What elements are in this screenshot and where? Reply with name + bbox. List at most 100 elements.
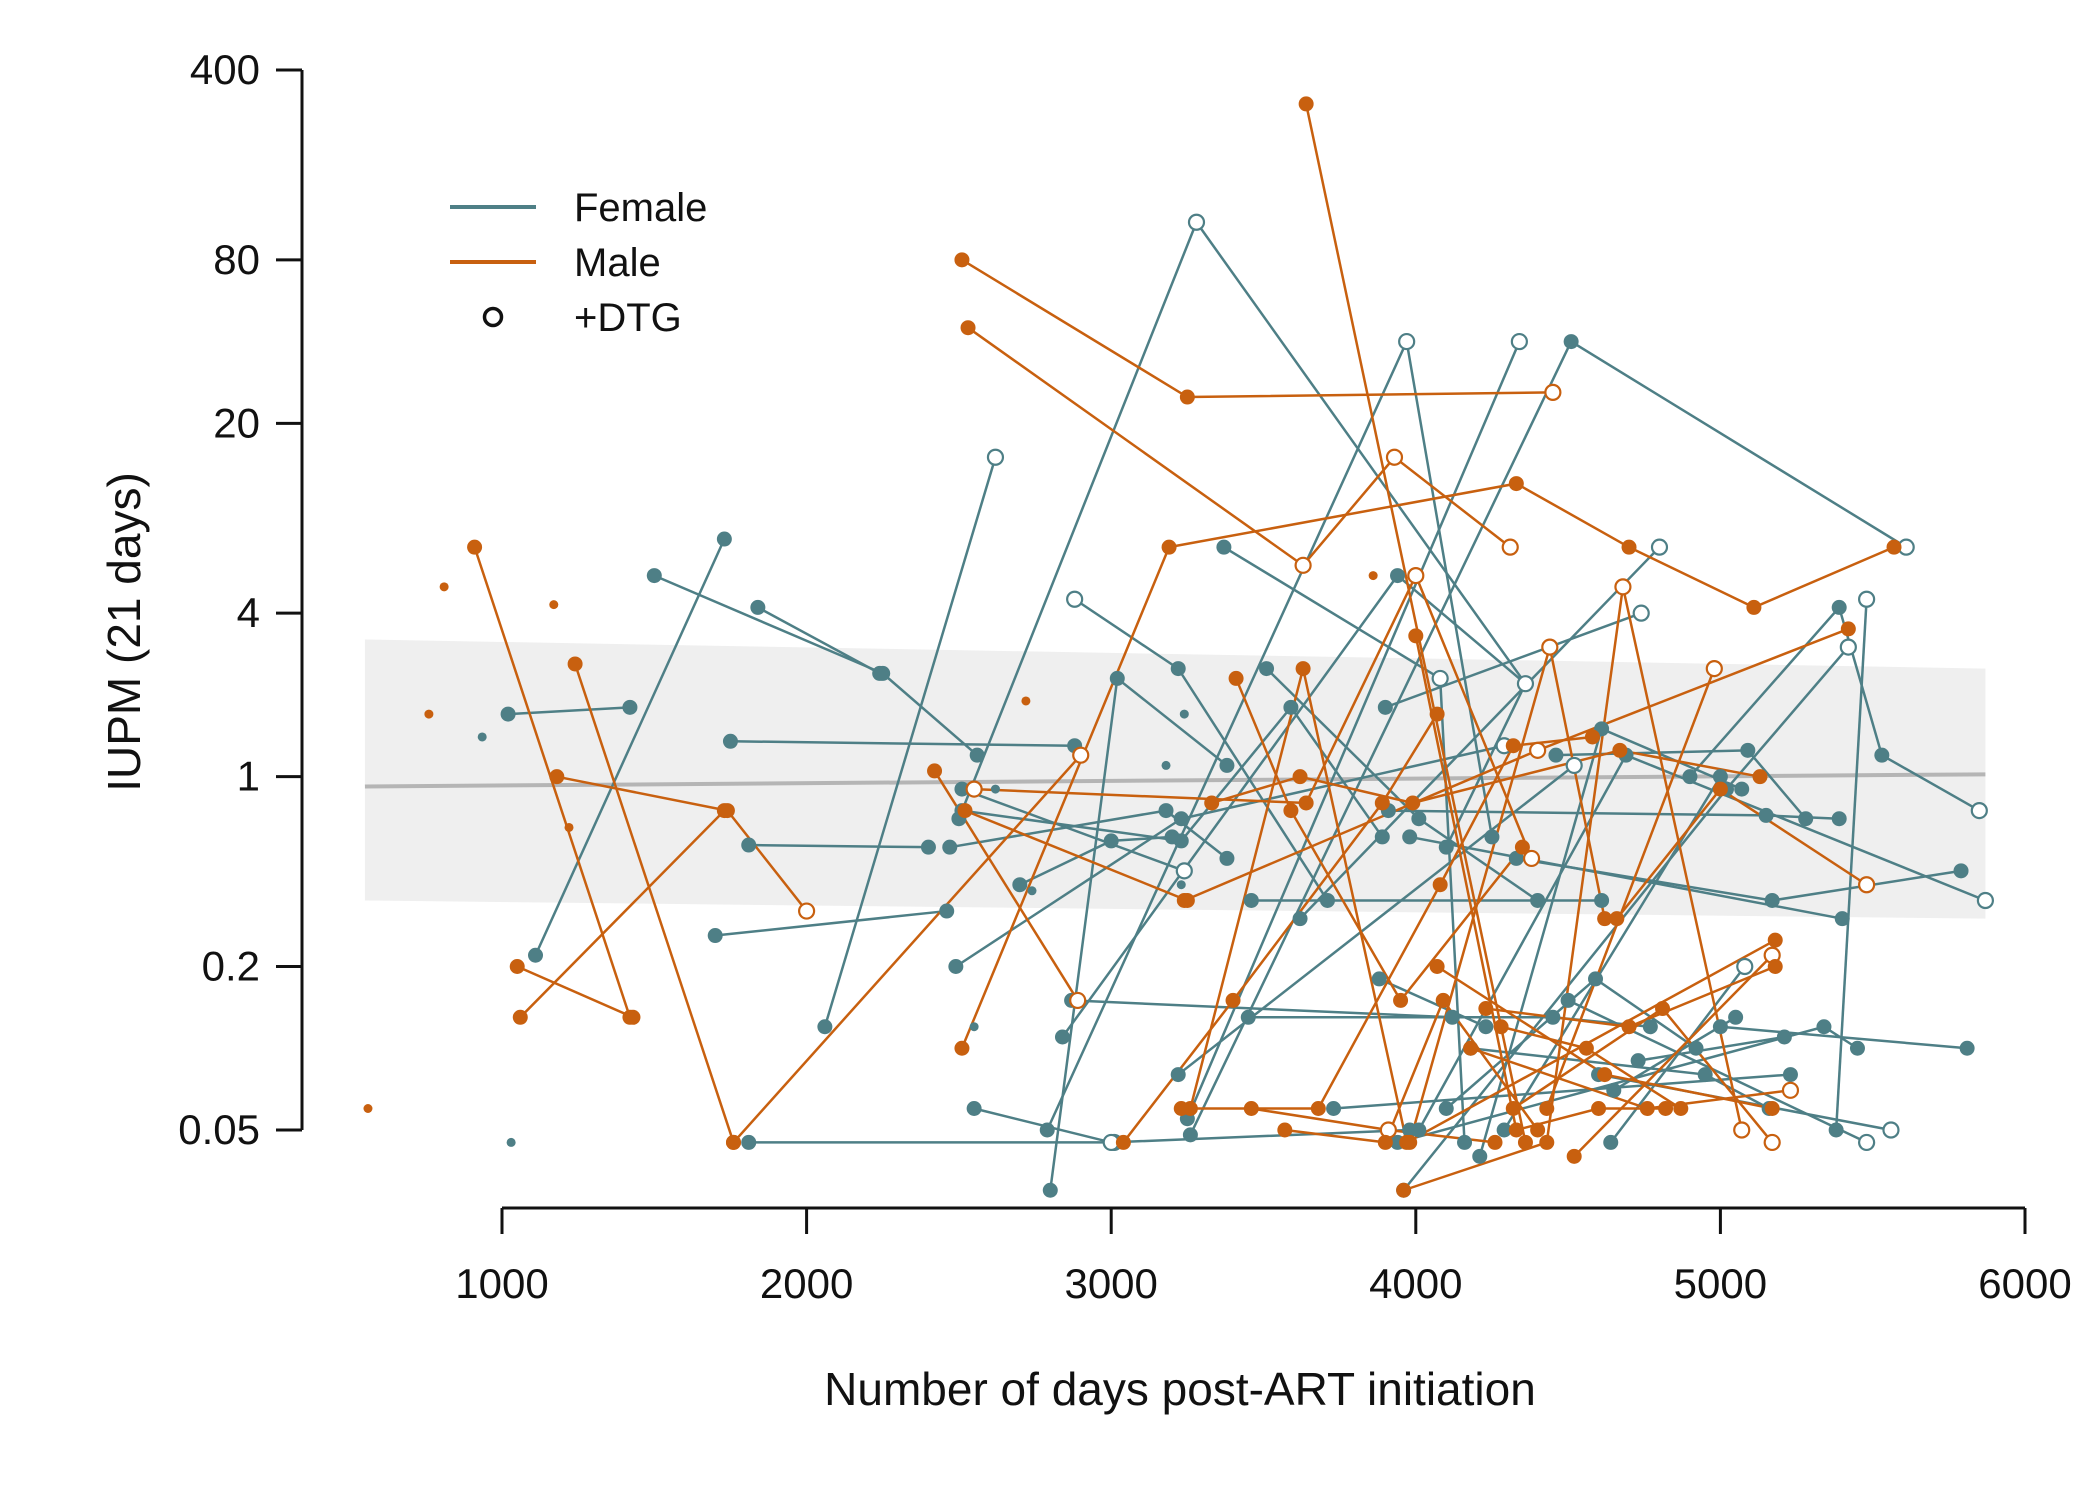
data-point-male [1179,389,1195,405]
data-point-male [1298,795,1314,811]
data-point-male-dtg [1294,556,1312,574]
data-point-female-dtg [1398,332,1416,351]
data-point-female [1849,1040,1865,1056]
data-point-male-dtg [1385,448,1404,466]
data-point-male [512,1009,528,1025]
x-tick-label-5: 6000 [1978,1260,2071,1307]
series-line-male-80 [1403,586,1743,1192]
data-point-male [1584,729,1600,745]
data-point-male [1021,696,1031,706]
legend-label-1: Male [574,241,661,285]
data-point-female [1548,747,1564,763]
data-point-male-dtg [1522,849,1541,868]
data-point-female [750,599,766,615]
data-point-male-dtg [965,780,983,798]
x-tick-label-1: 2000 [760,1260,853,1307]
y-tick-label-2: 1 [237,753,260,800]
y-tick-label-5: 80 [213,236,260,283]
data-point-male-dtg [1705,659,1723,678]
data-point-female [1776,1029,1792,1045]
data-point-male [1176,892,1192,908]
x-axis-title: Number of days post-ART initiation [824,1363,1536,1415]
data-point-female [939,903,955,919]
series-line-male-87 [1573,954,1774,1158]
data-point-female [1603,1134,1619,1150]
data-point-male [1609,911,1625,927]
data-point-female [1798,811,1814,827]
data-point-male-dtg [1763,1133,1781,1152]
data-point-female-dtg [1882,1121,1900,1139]
data-point-male-dtg [1858,876,1876,894]
data-point-female [1377,699,1393,715]
series-line-male-69 [964,809,1188,902]
data-point-male [1487,1134,1503,1150]
data-point-male [1225,992,1241,1008]
data-point-female [1161,760,1171,770]
series-line-female-48 [1333,1073,1791,1110]
data-point-male [564,822,574,832]
data-point-female [969,1022,979,1032]
y-tick-label-4: 20 [213,399,260,446]
series-line-female-37 [1689,604,1980,812]
data-point-male [1429,958,1445,974]
data-point-male [1368,571,1378,581]
data-point-male [957,803,973,819]
data-point-male [439,582,449,592]
data-point-female [1530,892,1546,908]
data-point-male [719,803,735,819]
series-line-male-66 [967,326,1511,568]
series-line-female-38 [1834,599,1868,1131]
data-point-male [1161,539,1177,555]
x-axis: 1000 2000 3000 4000 5000 6000 [455,1206,2072,1307]
data-point-female [1042,1182,1058,1198]
data-point-female [1374,829,1390,845]
data-point-female [1039,1122,1055,1138]
data-point-female-dtg [986,448,1005,466]
series-points [363,96,1995,1198]
data-point-female [1259,661,1275,677]
data-point-male [1591,1100,1607,1116]
series-line-male-83 [1414,635,1666,1132]
series-line-male-65 [961,258,1553,399]
data-point-male [549,769,565,785]
data-point-female [872,665,888,681]
data-point-female-dtg [1565,756,1583,775]
data-point-female [707,928,723,944]
series-line-female-9 [957,219,1527,848]
data-point-male [1173,1100,1189,1116]
data-point-male [1405,795,1421,811]
legend-label-2: +DTG [574,296,682,340]
series-line-female-4 [823,456,997,1028]
data-point-male [1243,1100,1259,1116]
series-line-male-79 [1284,997,1539,1144]
data-point-female [1027,886,1037,896]
data-point-female-dtg [1858,590,1876,608]
data-point-male [1505,738,1521,754]
data-point-female [1216,539,1232,555]
series-line-female-6 [748,843,929,849]
y-tick-label-6: 400 [190,46,260,93]
data-point-male [1658,1100,1674,1116]
data-point-female-dtg [1187,213,1206,231]
data-point-male [1435,992,1451,1008]
legend-swatch-dtg [482,306,504,328]
data-point-female [1103,833,1119,849]
data-point-female [646,568,662,584]
data-point-female [1240,1009,1256,1025]
series-line-male-60 [573,663,735,1143]
data-point-female [1588,971,1604,987]
data-point-female [1170,661,1186,677]
data-point-female [1243,892,1259,908]
data-point-female-dtg [1632,604,1650,622]
data-point-male [1767,932,1783,948]
data-point-female [1472,1148,1488,1164]
data-point-male-dtg [1072,746,1090,764]
data-point-male [1767,958,1783,974]
data-point-male-dtg [1407,566,1425,585]
data-point-female [1173,833,1189,849]
x-tick-label-0: 1000 [455,1260,548,1307]
data-point-male [1310,1100,1326,1116]
data-point-male [625,1009,641,1025]
data-point-female [1292,911,1308,927]
